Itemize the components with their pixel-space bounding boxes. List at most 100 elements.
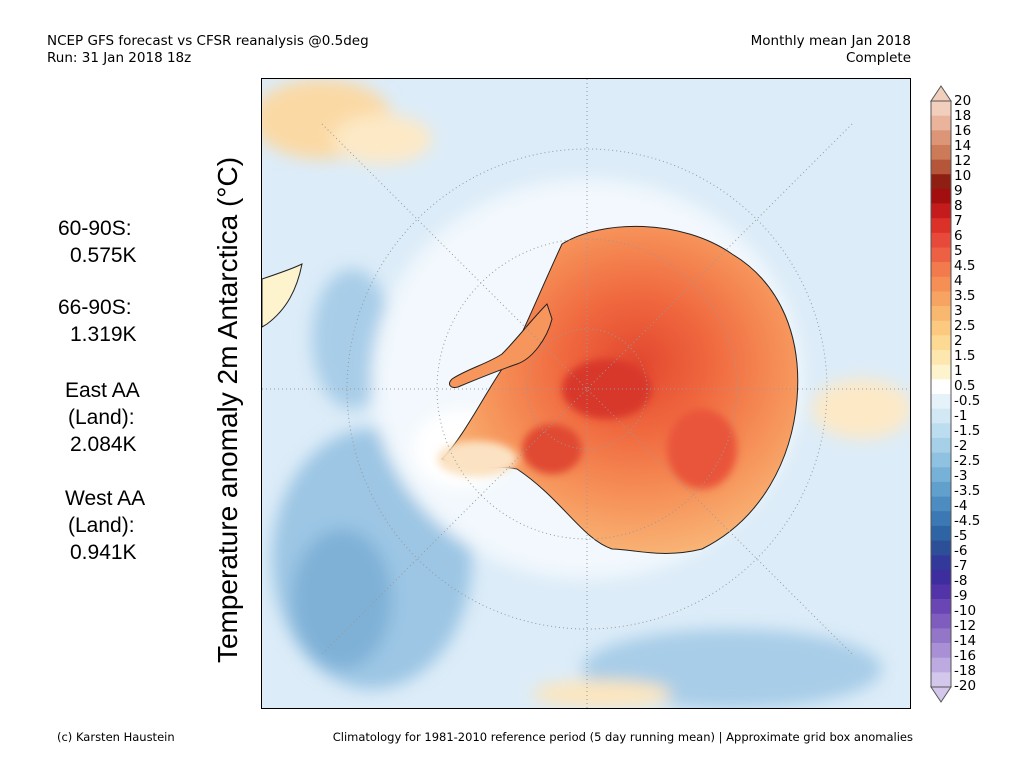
status-line: Complete (845, 50, 911, 66)
colorbar-tick-label: -2.5 (954, 453, 981, 469)
colorbar-swatch (931, 188, 951, 204)
colorbar-tick-label: 2.5 (954, 318, 976, 334)
colorbar-tick-label: -5 (954, 528, 968, 544)
colorbar-tick-label: -8 (954, 573, 968, 589)
colorbar-tick-label: 16 (954, 123, 972, 139)
colorbar-tick-label: 14 (954, 138, 972, 154)
colorbar-swatch (931, 232, 951, 248)
south-america-coast (262, 263, 303, 328)
colorbar-swatch (931, 203, 951, 219)
colorbar-tick-label: -4.5 (954, 513, 981, 529)
colorbar-tick-label: 18 (954, 108, 972, 124)
colorbar-swatch (931, 408, 951, 424)
colorbar-swatch (931, 291, 951, 307)
colorbar-tick-label: 4 (954, 273, 963, 289)
stat-value: 0.575K (70, 244, 137, 267)
colorbar-swatch (931, 320, 951, 336)
colorbar-tick-label: -14 (954, 633, 977, 649)
colorbar-swatch (931, 628, 951, 644)
colorbar-swatch (931, 159, 951, 175)
colorbar-border (930, 100, 952, 688)
colorbar-tick-label: -16 (954, 648, 977, 664)
credit-text: (c) Karsten Haustein (57, 730, 175, 744)
colorbar-tick-label: 10 (954, 168, 972, 184)
header-left: NCEP GFS forecast vs CFSR reanalysis @0.… (47, 33, 369, 67)
colorbar-swatch (931, 511, 951, 527)
map-graphic (262, 79, 910, 708)
colorbar-tick-label: 4.5 (954, 258, 976, 274)
colorbar-swatch (931, 584, 951, 600)
colorbar-tick-label: -6 (954, 543, 968, 559)
stat-value: 0.941K (70, 541, 137, 564)
colorbar-swatch (931, 335, 951, 351)
colorbar-top-arrow (930, 85, 952, 102)
reference-note: Climatology for 1981-2010 reference peri… (332, 730, 913, 744)
colorbar-tick-label: -2 (954, 438, 968, 454)
colorbar-swatch (931, 481, 951, 497)
stat-label-sub: (Land): (68, 514, 135, 537)
colorbar-swatch (931, 174, 951, 190)
colorbar-tick-label: 12 (954, 153, 972, 169)
colorbar-swatch (931, 540, 951, 556)
colorbar-swatch (931, 350, 951, 365)
colorbar-bottom-arrow (930, 686, 952, 703)
colorbar-tick-label: -3 (954, 468, 968, 484)
colorbar-swatch (931, 555, 951, 571)
colorbar-tick-label: -10 (954, 603, 977, 619)
stat-value: 1.319K (70, 323, 137, 346)
colorbar-tick-label: 6 (954, 228, 963, 244)
colorbar-swatch (931, 218, 951, 234)
colorbar-tick-label: 3 (954, 303, 963, 319)
stat-label: 66-90S: (58, 296, 132, 319)
title-line1: NCEP GFS forecast vs CFSR reanalysis @0.… (47, 33, 369, 49)
stat-east-aa: East AA (Land): 2.084K (58, 377, 140, 458)
stat-label: West AA (65, 487, 146, 510)
colorbar-tick-label: -7 (954, 558, 968, 574)
colorbar-swatch (931, 672, 951, 688)
colorbar-swatch (931, 276, 951, 292)
stat-66-90s: 66-90S: 1.319K (58, 294, 137, 348)
colorbar-tick-label: 1 (954, 363, 963, 379)
colorbar-swatch (931, 467, 951, 483)
colorbar-tick-label: 7 (954, 213, 963, 229)
colorbar-tick-label: -9 (954, 588, 968, 604)
colorbar-swatch (931, 525, 951, 541)
colorbar-swatch (931, 247, 951, 263)
stat-label: East AA (65, 379, 140, 402)
colorbar-tick-label: -18 (954, 663, 977, 679)
colorbar-tick-label: 2 (954, 333, 963, 349)
colorbar-swatch (931, 115, 951, 131)
colorbar-tick-label: -3.5 (954, 483, 981, 499)
colorbar-tick-label: -20 (954, 678, 977, 694)
period-line: Monthly mean Jan 2018 (750, 33, 911, 49)
stat-label-sub: (Land): (68, 406, 135, 429)
colorbar-tick-label: 5 (954, 243, 963, 259)
colorbar-swatch (931, 496, 951, 512)
colorbar-tick-label: 0.5 (954, 378, 976, 394)
colorbar-swatch (931, 364, 951, 380)
colorbar-tick-label: 3.5 (954, 288, 976, 304)
colorbar-tick-label: -4 (954, 498, 968, 514)
colorbar-tick-label: 9 (954, 183, 963, 199)
stat-value: 2.084K (70, 433, 137, 456)
colorbar-swatch (931, 643, 951, 658)
colorbar-swatch (931, 569, 951, 585)
stat-label: 60-90S: (58, 217, 132, 240)
title-line2: Run: 31 Jan 2018 18z (47, 50, 192, 66)
antarctic-peninsula (449, 303, 553, 388)
colorbar-swatch (931, 262, 951, 278)
stat-60-90s: 60-90S: 0.575K (58, 215, 137, 269)
colorbar-swatch (931, 130, 951, 146)
colorbar (930, 85, 952, 703)
colorbar-swatch (931, 599, 951, 615)
colorbar-swatch (931, 452, 951, 468)
colorbar-tick-label: -12 (954, 618, 977, 634)
stat-west-aa: West AA (Land): 0.941K (58, 485, 145, 566)
colorbar-swatch (931, 613, 951, 629)
map-ylabel: Temperature anomaly 2m Antarctica (°C) (212, 156, 243, 664)
colorbar-tick-label: 8 (954, 198, 963, 214)
colorbar-swatch (931, 144, 951, 160)
colorbar-swatch (931, 437, 951, 453)
colorbar-tick-label: 1.5 (954, 348, 976, 364)
colorbar-tick-label: -0.5 (954, 393, 981, 409)
